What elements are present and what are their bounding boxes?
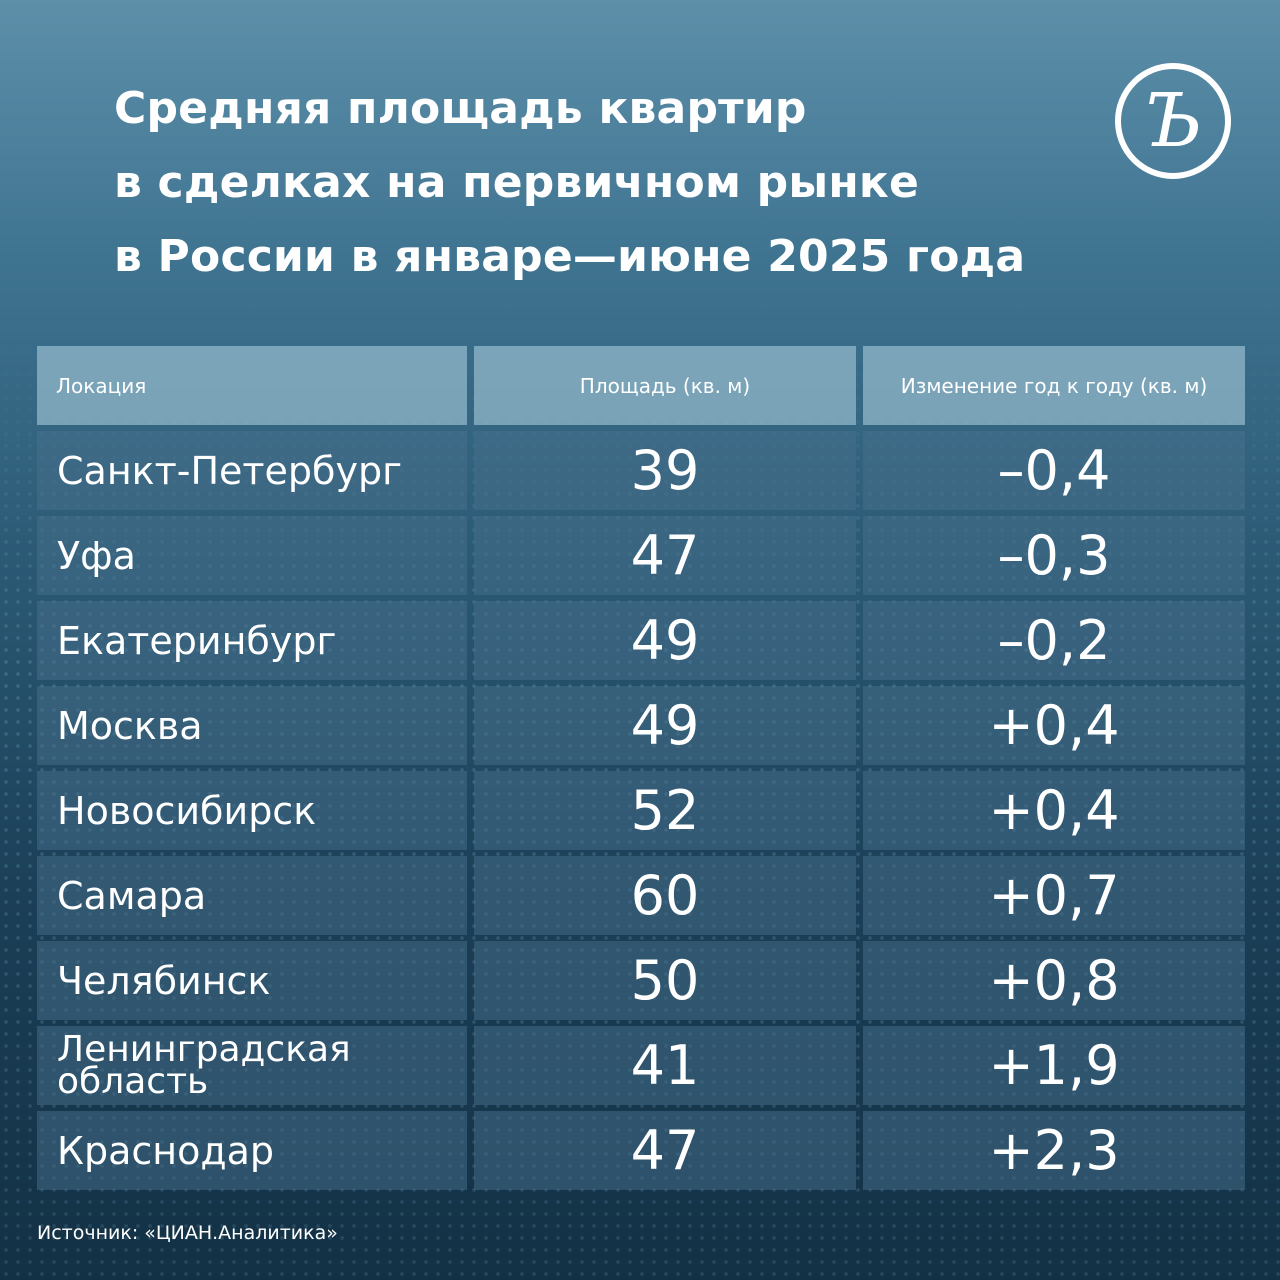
table-cell-area: 60 (474, 856, 856, 935)
title-line-1: Средняя площадь квартир (114, 83, 807, 134)
table-cell-location: Екатеринбург (37, 601, 467, 680)
table-cell-area: 47 (474, 516, 856, 595)
table-cell-location: Москва (37, 686, 467, 765)
column-header-area: Площадь (кв. м) (474, 346, 856, 425)
source-note: Источник: «ЦИАН.Аналитика» (37, 1222, 338, 1244)
table-cell-location: Новосибирск (37, 771, 467, 850)
table-cell-area: 52 (474, 771, 856, 850)
logo-letter: Ъ (1144, 78, 1203, 164)
table-cell-location: Уфа (37, 516, 467, 595)
title-line-3: в России в январе—июне 2025 года (114, 231, 1026, 282)
table-cell-change: –0,3 (863, 516, 1245, 595)
data-table: Локация Площадь (кв. м) Изменение год к … (37, 346, 1245, 1190)
table-cell-change: +0,4 (863, 686, 1245, 765)
table-cell-area: 49 (474, 601, 856, 680)
table-cell-change: +0,4 (863, 771, 1245, 850)
table-cell-location: Челябинск (37, 941, 467, 1020)
page-title: Средняя площадь квартир в сделках на пер… (114, 72, 1074, 294)
table-cell-change: +0,7 (863, 856, 1245, 935)
table-cell-change: +2,3 (863, 1111, 1245, 1190)
table-cell-area: 47 (474, 1111, 856, 1190)
table-cell-change: +0,8 (863, 941, 1245, 1020)
table-cell-change: +1,9 (863, 1026, 1245, 1105)
column-header-change: Изменение год к году (кв. м) (863, 346, 1245, 425)
column-header-location: Локация (37, 346, 467, 425)
kommersant-logo-icon: Ъ (1114, 62, 1232, 180)
table-cell-location: Самара (37, 856, 467, 935)
table-cell-area: 39 (474, 431, 856, 510)
table-cell-location: Ленинградская область (37, 1026, 467, 1105)
title-line-2: в сделках на первичном рынке (114, 157, 920, 208)
table-cell-area: 50 (474, 941, 856, 1020)
table-cell-location: Краснодар (37, 1111, 467, 1190)
table-cell-location: Санкт-Петербург (37, 431, 467, 510)
table-cell-area: 41 (474, 1026, 856, 1105)
table-cell-change: –0,2 (863, 601, 1245, 680)
table-cell-area: 49 (474, 686, 856, 765)
table-cell-change: –0,4 (863, 431, 1245, 510)
